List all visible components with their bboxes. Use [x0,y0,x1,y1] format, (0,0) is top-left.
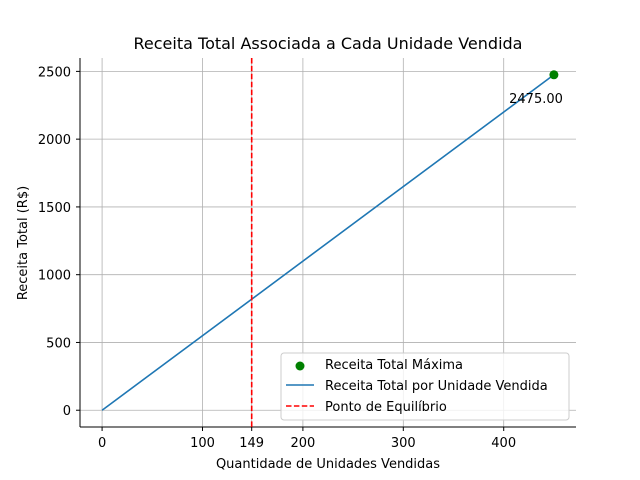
x-tick-label: 100 [190,436,215,451]
legend-frame [280,352,570,421]
x-tick-label: 200 [290,436,315,451]
x-axis-label: Quantidade de Unidades Vendidas [216,457,440,472]
y-ticks: 0 500 1000 1500 2000 2500 [38,65,80,419]
legend-label-max-point: Receita Total Máxima [325,358,463,373]
plot-marks: 2475.00 [101,58,563,427]
x-tick-label: 0 [98,436,106,451]
x-ticks: 0 100 149 200 300 400 [98,427,516,451]
max-point-label: 2475.00 [509,92,563,107]
axes [79,58,576,428]
legend-label-revenue: Receita Total por Unidade Vendida [325,379,548,394]
y-tick-label: 1000 [38,269,71,284]
x-tick-label: 300 [391,436,416,451]
y-axis-label: Receita Total (R$) [16,186,31,300]
legend-label-equilibrium: Ponto de Equilíbrio [325,400,447,415]
legend: Receita Total Máxima Receita Total por U… [280,352,570,421]
max-point-marker [549,70,559,80]
y-tick-label: 500 [46,336,71,351]
y-tick-label: 2000 [38,133,71,148]
grid [80,58,576,427]
x-tick-label: 149 [239,436,264,451]
y-tick-label: 0 [63,404,71,419]
y-tick-label: 1500 [38,201,71,216]
series-line-revenue [101,74,555,411]
legend-marker-max-point [295,361,305,371]
x-tick-label: 400 [491,436,516,451]
y-tick-label: 2500 [38,65,71,80]
chart-title: Receita Total Associada a Cada Unidade V… [134,34,523,53]
